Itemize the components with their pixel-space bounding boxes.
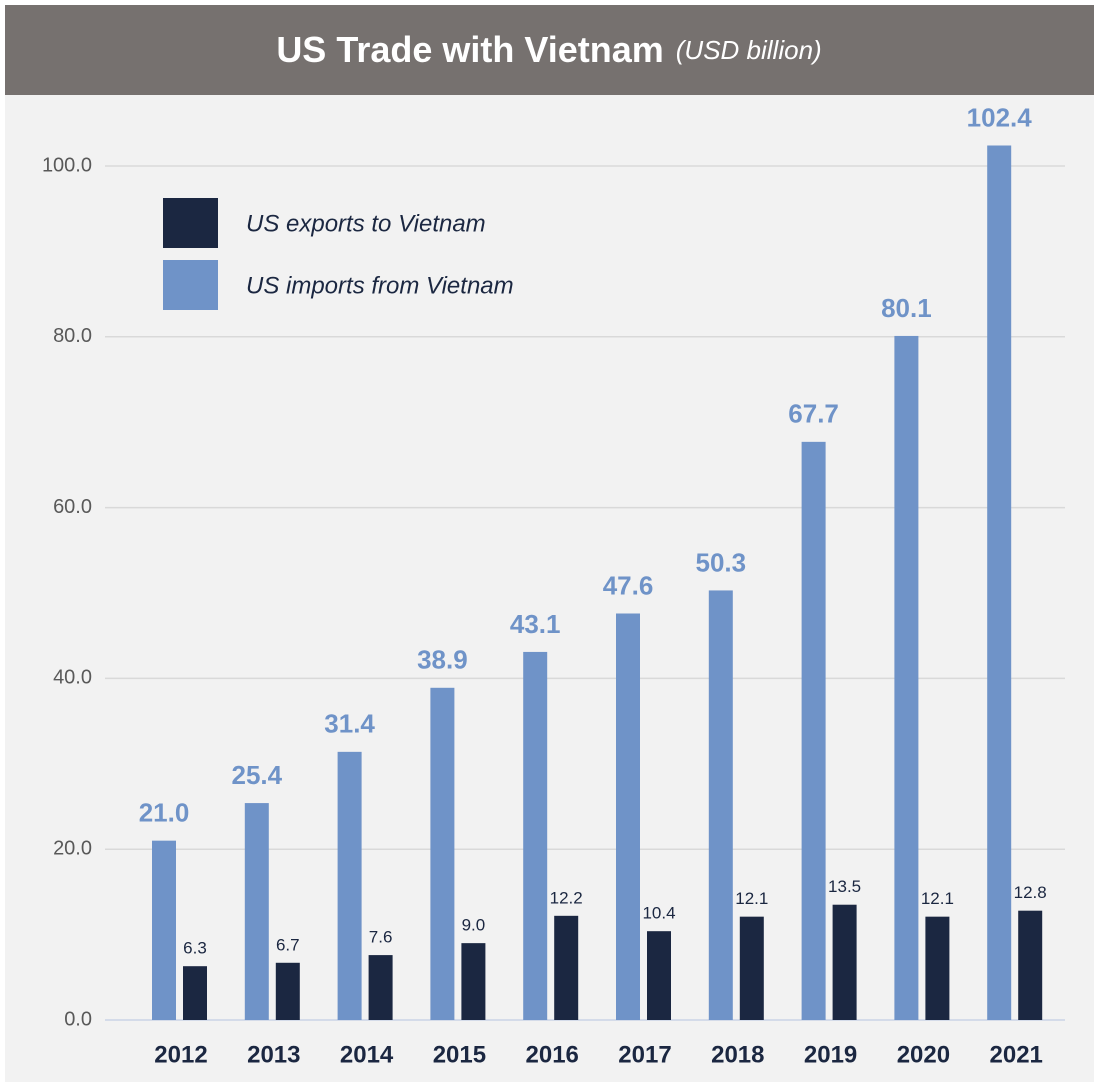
bar (523, 651, 548, 1020)
x-tick-label: 2018 (711, 1041, 764, 1068)
x-tick-label: 2017 (618, 1041, 671, 1068)
bar (894, 335, 919, 1020)
legend-label: US imports from Vietnam (246, 272, 514, 299)
value-label: 12.2 (550, 888, 583, 907)
value-label: 21.0 (139, 798, 190, 828)
value-label: 12.1 (735, 889, 768, 908)
chart-subtitle: (USD billion) (676, 35, 822, 65)
chart-title: US Trade with Vietnam (276, 29, 663, 70)
value-label: 6.7 (276, 935, 300, 954)
legend-swatch (163, 260, 218, 310)
value-label: 12.1 (921, 889, 954, 908)
value-label: 67.7 (788, 399, 839, 429)
x-tick-label: 2013 (247, 1041, 300, 1068)
value-label: 80.1 (881, 293, 932, 323)
y-tick-label: 0.0 (64, 1008, 92, 1030)
value-label: 6.3 (183, 939, 207, 958)
value-label: 38.9 (417, 645, 468, 675)
x-tick-label: 2012 (154, 1041, 207, 1068)
value-label: 7.6 (369, 928, 393, 947)
value-label: 47.6 (603, 570, 654, 600)
bar (461, 943, 486, 1020)
value-label: 13.5 (828, 877, 861, 896)
x-tick-label: 2019 (804, 1041, 857, 1068)
value-label: 9.0 (462, 916, 486, 935)
bar (801, 441, 826, 1020)
legend-swatch (163, 198, 218, 248)
bar (616, 613, 640, 1020)
value-label: 50.3 (695, 547, 746, 577)
bar (368, 955, 393, 1020)
title-bar (5, 5, 1094, 95)
bar (832, 904, 857, 1020)
bar (1018, 910, 1043, 1020)
y-tick-label: 40.0 (53, 667, 92, 689)
bar (987, 145, 1012, 1020)
value-label: 31.4 (324, 709, 375, 739)
x-tick-label: 2020 (897, 1041, 950, 1068)
bar (152, 840, 176, 1020)
y-tick-label: 80.0 (53, 325, 92, 347)
bar (244, 803, 269, 1020)
bar (275, 962, 300, 1020)
y-tick-label: 100.0 (42, 154, 92, 176)
bar (337, 751, 362, 1020)
bar (554, 915, 579, 1020)
value-label: 102.4 (967, 102, 1033, 132)
value-label: 12.8 (1014, 883, 1047, 902)
legend-label: US exports to Vietnam (246, 210, 486, 237)
x-tick-label: 2014 (340, 1041, 394, 1068)
x-tick-label: 2015 (433, 1041, 486, 1068)
y-tick-label: 20.0 (53, 837, 92, 859)
value-label: 10.4 (642, 904, 675, 923)
x-tick-label: 2021 (990, 1041, 1043, 1068)
bar (647, 931, 671, 1020)
title-group: US Trade with Vietnam (USD billion) (276, 29, 821, 70)
bar (430, 687, 455, 1020)
bar (708, 590, 733, 1020)
bar (925, 916, 950, 1020)
value-label: 43.1 (510, 609, 561, 639)
value-label: 25.4 (231, 760, 282, 790)
x-tick-label: 2016 (526, 1041, 579, 1068)
bar (739, 916, 764, 1020)
y-tick-label: 60.0 (53, 496, 92, 518)
bar (183, 966, 207, 1020)
